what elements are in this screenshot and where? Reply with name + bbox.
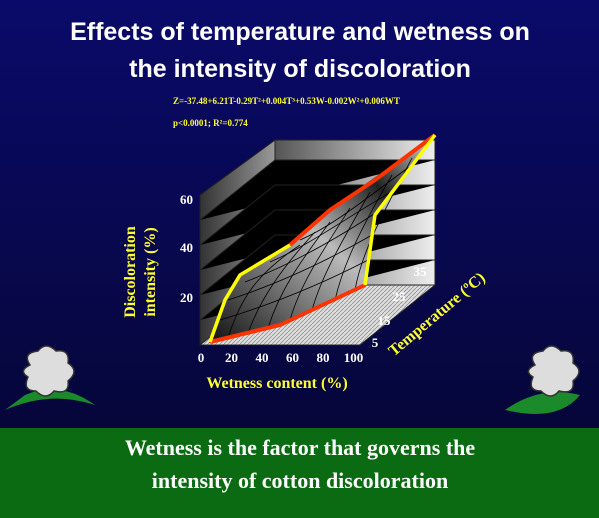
z-axis-label: intensity (%): [142, 227, 159, 316]
x-tick-label: 40: [256, 350, 269, 365]
footer-text: Wetness is the factor that governs the: [125, 435, 476, 460]
t-tick-label: 35: [414, 264, 428, 279]
x-axis-label: Wetness content (%): [206, 375, 347, 392]
slide: Effects of temperature and wetness on th…: [0, 0, 599, 518]
equation: Z=-37.48+6.21T-0.29T²+0.004T³+0.53W-0.00…: [173, 96, 400, 106]
z-axis-label: Discoloration: [122, 226, 139, 318]
z-tick-label: 40: [180, 240, 193, 255]
stats: p<0.0001; R²=0.774: [173, 118, 248, 128]
x-tick-label: 100: [344, 350, 364, 365]
z-tick-label: 20: [180, 290, 193, 305]
x-tick-label: 20: [225, 350, 238, 365]
x-tick-label: 0: [198, 350, 205, 365]
t-tick-label: 15: [378, 313, 392, 328]
title: Effects of temperature and wetness on: [70, 18, 530, 46]
t-tick-label: 25: [393, 289, 407, 304]
title: the intensity of discoloration: [129, 55, 471, 83]
footer-text: intensity of cotton discoloration: [152, 468, 448, 493]
t-tick-label: 5: [372, 335, 379, 350]
x-tick-label: 60: [286, 350, 299, 365]
z-tick-label: 60: [180, 192, 193, 207]
x-tick-label: 80: [317, 350, 330, 365]
